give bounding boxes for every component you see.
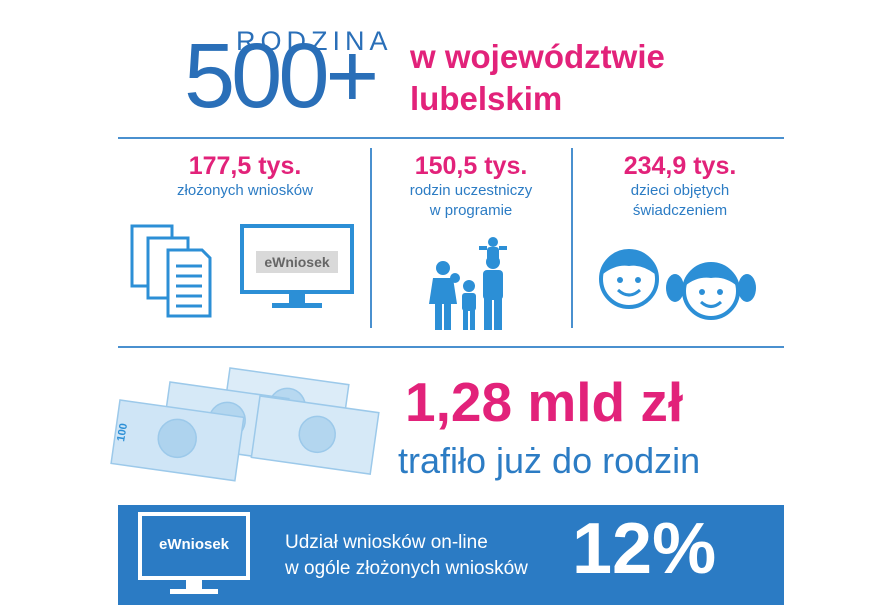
monitor-label: eWniosek	[256, 251, 338, 273]
girl-face-icon	[666, 262, 756, 320]
money-caption: trafiło już do rodzin	[398, 440, 701, 481]
stat-value: 234,9 tys.	[623, 152, 737, 180]
title-line1: w województwie	[410, 38, 665, 75]
footer-percent: 12%	[572, 509, 717, 589]
column-divider-2	[571, 148, 573, 328]
stat-label-line2: świadczeniem	[632, 201, 728, 219]
footer-monitor-label: eWniosek	[158, 536, 230, 553]
documents-icon	[130, 224, 212, 318]
stat-children: 234,9 tys. dzieci objętych świadczeniem	[580, 152, 780, 220]
page-title: w województwie lubelskim	[410, 36, 665, 120]
middle-divider	[118, 346, 784, 348]
footer-monitor-icon: eWniosek	[138, 512, 250, 580]
monitor-neck	[289, 294, 305, 304]
footer-text: Udział wniosków on-line w ogóle złożonyc…	[285, 530, 528, 581]
logo-word: RODZINA	[236, 26, 393, 56]
money-amount: 1,28 mld zł	[405, 371, 684, 433]
stat-value: 177,5 tys.	[188, 152, 302, 180]
column-divider-1	[370, 148, 372, 328]
banknotes-icon: 100	[110, 367, 380, 482]
stat-label-line1: dzieci objętych	[630, 182, 730, 199]
banknote-denomination: 100	[115, 422, 130, 442]
footer-monitor-neck	[186, 580, 202, 590]
footer-text-line2: w ogóle złożonych wniosków	[285, 557, 528, 579]
title-line2: lubelskim	[410, 80, 563, 118]
stat-value: 150,5 tys.	[414, 152, 528, 180]
stat-label-line2: w programie	[429, 201, 513, 219]
boy-face-icon	[599, 249, 659, 309]
stat-families: 150,5 tys. rodzin uczestniczy w programi…	[380, 152, 562, 220]
footer-monitor-base	[170, 589, 218, 594]
family-icon	[429, 237, 507, 330]
footer-text-line1: Udział wniosków on-line	[285, 532, 488, 553]
monitor-icon: eWniosek	[240, 224, 354, 294]
stat-applications: 177,5 tys. złożonych wniosków	[130, 152, 360, 201]
monitor-base	[272, 303, 322, 308]
logo-number: 500+	[184, 25, 379, 127]
top-divider	[118, 137, 784, 139]
stat-label: złożonych wniosków	[177, 182, 313, 199]
stat-label-line1: rodzin uczestniczy	[409, 182, 533, 199]
